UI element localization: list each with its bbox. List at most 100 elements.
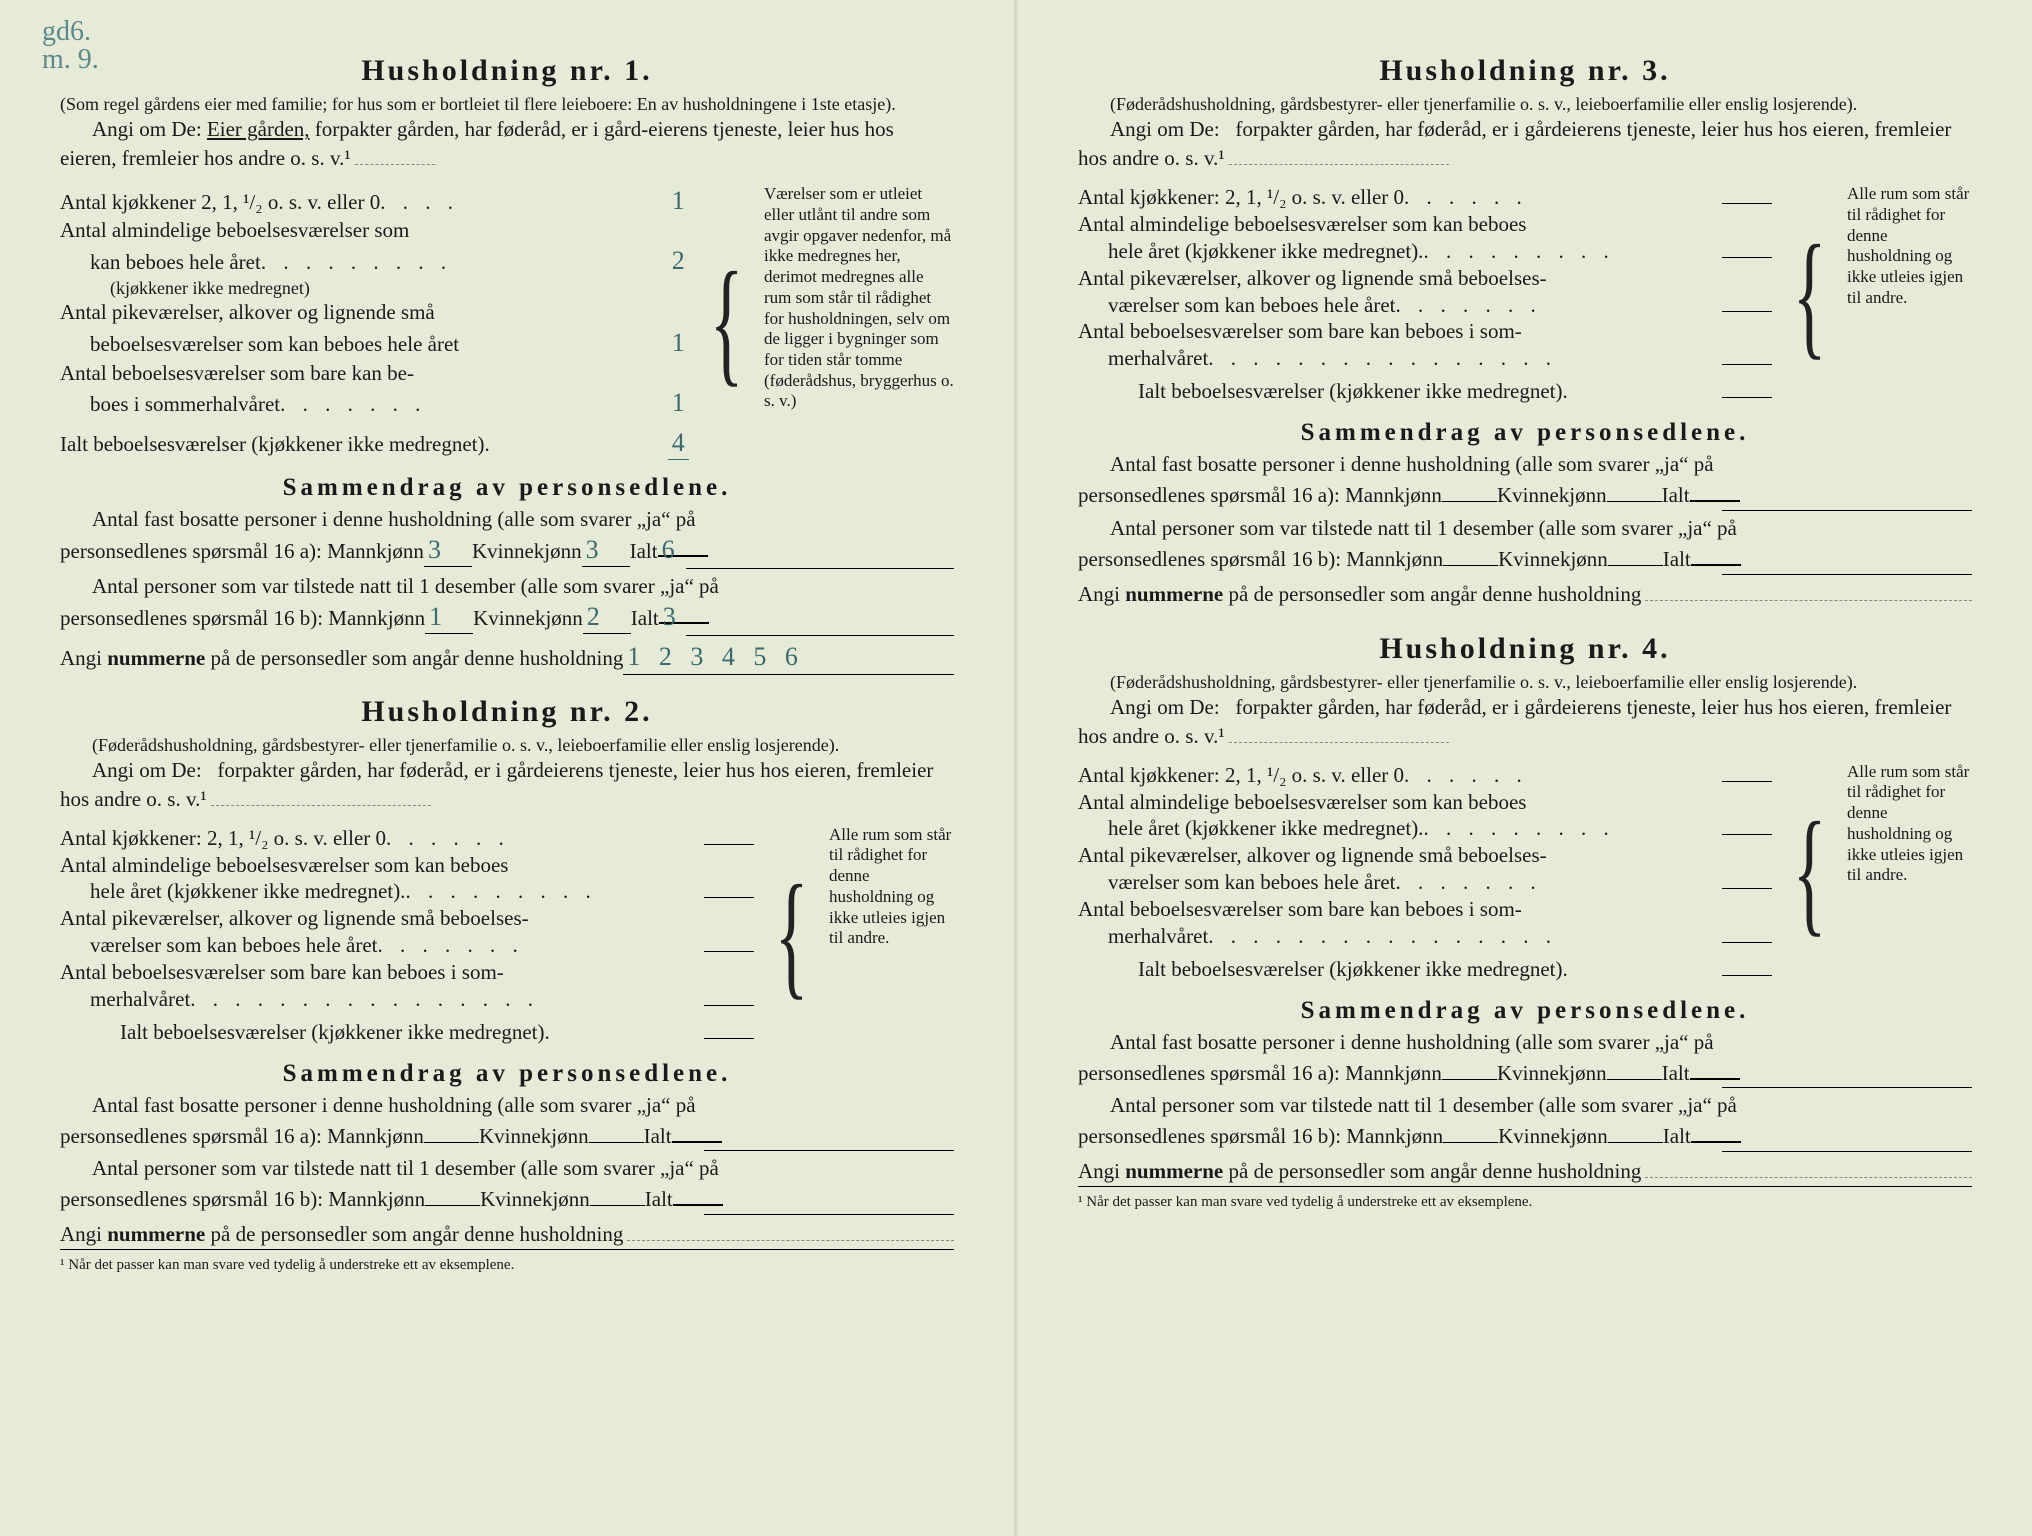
h4-fast1: Antal fast bosatte personer i denne hush… xyxy=(1078,1029,1972,1056)
h1-sidenote: Værelser som er utleiet eller utlånt til… xyxy=(764,184,954,460)
h4-alm2: hele året (kjøkkener ikke medregnet). xyxy=(1108,815,1423,842)
h3-angi: Angi om De: forpakter gården, har føderå… xyxy=(1078,116,1972,172)
h3-kv2: Kvinnekjønn xyxy=(1498,546,1608,573)
h1-fast-l1: Antal fast bosatte personer i denne hush… xyxy=(60,506,954,533)
h3-numrene: Angi nummerne på de personsedler som ang… xyxy=(1078,581,1641,608)
h2-ia: Ialt xyxy=(644,1123,672,1150)
brace-icon: { xyxy=(1793,816,1827,928)
h1-fa-k: 3 xyxy=(582,533,630,567)
h2-alm1: Antal almindelige beboelsesværelser som … xyxy=(60,853,508,877)
h3-angi-pre: Angi om De: xyxy=(1110,117,1220,141)
alm-paren: (kjøkkener ikke medregnet) xyxy=(60,278,689,300)
h3-alm1: Antal almindelige beboelsesværelser som … xyxy=(1078,212,1526,236)
h2-ia2: Ialt xyxy=(645,1186,673,1213)
h2-pike1: Antal pikeværelser, alkover og lignende … xyxy=(60,906,529,930)
h1-fb-k: 2 xyxy=(583,600,631,634)
footnote-left: ¹ Når det passer kan man svare ved tydel… xyxy=(60,1256,954,1275)
h2-kv: Kvinnekjønn xyxy=(479,1123,589,1150)
h2-kjokk: Antal kjøkkener: 2, 1, ¹/₂ o. s. v. elle… xyxy=(60,825,386,852)
h1-fb-m: 1 xyxy=(425,600,473,634)
hand-line-2: m. 9. xyxy=(42,46,99,74)
h3-room-block: Antal kjøkkener: 2, 1, ¹/₂ o. s. v. elle… xyxy=(1078,184,1972,405)
h2-som1: Antal beboelsesværelser som bare kan beb… xyxy=(60,960,504,984)
h4-room-block: Antal kjøkkener: 2, 1, ¹/₂ o. s. v. elle… xyxy=(1078,762,1972,983)
h1-fb-i: 3 xyxy=(659,600,680,633)
pike-l2: beboelsesværelser som kan beboes hele år… xyxy=(90,331,459,358)
h3-til1: Antal personer som var tilstede natt til… xyxy=(1078,515,1972,542)
hand-line-1: gd6. xyxy=(42,18,99,46)
h2-alm2: hele året (kjøkkener ikke medregnet). xyxy=(90,878,405,905)
h4-som1: Antal beboelsesværelser som bare kan beb… xyxy=(1078,897,1522,921)
kjokk-label: Antal kjøkkener 2, 1, ¹/₂ o. s. v. eller… xyxy=(60,189,380,216)
h2-kv2: Kvinnekjønn xyxy=(480,1186,590,1213)
h4-kv2: Kvinnekjønn xyxy=(1498,1123,1608,1150)
h3-fast1: Antal fast bosatte personer i denne hush… xyxy=(1078,451,1972,478)
brace-icon: { xyxy=(775,879,809,991)
right-page: Husholdning nr. 3. (Føderådshusholdning,… xyxy=(1016,0,2032,1536)
h1-numrene-v: 1 2 3 4 5 6 xyxy=(623,640,954,674)
h2-angi: Angi om De: forpakter gården, har føderå… xyxy=(60,757,954,813)
h4-fast-pre: personsedlenes spørsmål 16 a): Mannkjønn xyxy=(1078,1060,1442,1087)
som-l1: Antal beboelsesværelser som bare kan be- xyxy=(60,361,414,385)
h2-title: Husholdning nr. 2. xyxy=(60,693,954,731)
h4-sammendrag-title: Sammendrag av personsedlene. xyxy=(1078,995,1972,1027)
footnote-right: ¹ Når det passer kan man svare ved tydel… xyxy=(1078,1193,1972,1212)
h2-subnote: (Føderådshusholdning, gårdsbestyrer- ell… xyxy=(60,735,954,757)
h3-title: Husholdning nr. 3. xyxy=(1078,52,1972,90)
h2-som2: merhalvåret xyxy=(90,986,190,1013)
h2-til1: Antal personer som var tilstede natt til… xyxy=(60,1155,954,1182)
brace-icon: { xyxy=(710,266,744,378)
page-spread: gd6. m. 9. Husholdning nr. 1. (Som regel… xyxy=(0,0,2032,1536)
h4-ia: Ialt xyxy=(1662,1060,1690,1087)
pike-l1: Antal pikeværelser, alkover og lignende … xyxy=(60,300,435,324)
h1-til-l1: Antal personer som var tilstede natt til… xyxy=(60,573,954,600)
ialt-l2: Ialt xyxy=(631,605,659,632)
h2-ialt: Ialt beboelsesværelser (kjøkkener ikke m… xyxy=(120,1019,550,1046)
h4-ialt: Ialt beboelsesværelser (kjøkkener ikke m… xyxy=(1138,956,1568,983)
h1-ialt-val: 4 xyxy=(668,426,689,460)
brace-icon: { xyxy=(1793,239,1827,351)
handwritten-annotation: gd6. m. 9. xyxy=(42,18,99,74)
h4-kjokk: Antal kjøkkener: 2, 1, ¹/₂ o. s. v. elle… xyxy=(1078,762,1404,789)
h2-room-block: Antal kjøkkener: 2, 1, ¹/₂ o. s. v. elle… xyxy=(60,825,954,1046)
alm-l1: Antal almindelige beboelsesværelser som xyxy=(60,218,409,242)
h4-som2: merhalvåret xyxy=(1108,923,1208,950)
h3-ia2: Ialt xyxy=(1663,546,1691,573)
h4-subnote: (Føderådshusholdning, gårdsbestyrer- ell… xyxy=(1078,672,1972,694)
h4-pike1: Antal pikeværelser, alkover og lignende … xyxy=(1078,843,1547,867)
kv-l2: Kvinnekjønn xyxy=(473,605,583,632)
h1-alm-val: 2 xyxy=(668,244,689,277)
h3-ia: Ialt xyxy=(1662,482,1690,509)
h3-ialt: Ialt beboelsesværelser (kjøkkener ikke m… xyxy=(1138,378,1568,405)
h2-til-pre: personsedlenes spørsmål 16 b): Mannkjønn xyxy=(60,1186,425,1213)
h2-sidenote: Alle rum som står til rådighet for denne… xyxy=(829,825,954,1046)
h1-sammendrag-title: Sammendrag av personsedlene. xyxy=(60,472,954,504)
h4-angi: Angi om De: forpakter gården, har føderå… xyxy=(1078,694,1972,750)
ialt-label: Ialt beboelsesværelser (kjøkkener ikke m… xyxy=(60,431,490,458)
h1-fast-pre: personsedlenes spørsmål 16 a): Mannkjønn xyxy=(60,538,424,565)
h3-sidenote: Alle rum som står til rådighet for denne… xyxy=(1847,184,1972,405)
h2-pike2: værelser som kan beboes hele året xyxy=(90,932,377,959)
h4-pike2: værelser som kan beboes hele året xyxy=(1108,869,1395,896)
h1-til-pre: personsedlenes spørsmål 16 b): Mannkjønn xyxy=(60,605,425,632)
h3-kjokk: Antal kjøkkener: 2, 1, ¹/₂ o. s. v. elle… xyxy=(1078,184,1404,211)
h4-sidenote: Alle rum som står til rådighet for denne… xyxy=(1847,762,1972,983)
h1-numrene-l: Angi nummerne på de personsedler som ang… xyxy=(60,645,623,672)
som-l2: boes i sommerhalvåret xyxy=(90,391,280,418)
h2-sammendrag-title: Sammendrag av personsedlene. xyxy=(60,1058,954,1090)
h4-alm1: Antal almindelige beboelsesværelser som … xyxy=(1078,790,1526,814)
h1-angi: Angi om De: Eier gården, forpakter gårde… xyxy=(60,116,954,172)
h4-til-pre: personsedlenes spørsmål 16 b): Mannkjønn xyxy=(1078,1123,1443,1150)
h3-subnote: (Føderådshusholdning, gårdsbestyrer- ell… xyxy=(1078,94,1972,116)
h4-kv: Kvinnekjønn xyxy=(1497,1060,1607,1087)
h4-angi-pre: Angi om De: xyxy=(1110,695,1220,719)
h3-som2: merhalvåret xyxy=(1108,345,1208,372)
h4-numrene: Angi nummerne på de personsedler som ang… xyxy=(1078,1158,1641,1185)
h4-ia2: Ialt xyxy=(1663,1123,1691,1150)
h2-fast1: Antal fast bosatte personer i denne hush… xyxy=(60,1092,954,1119)
h4-title: Husholdning nr. 4. xyxy=(1078,630,1972,668)
h3-sammendrag-title: Sammendrag av personsedlene. xyxy=(1078,417,1972,449)
h1-fa-i: 6 xyxy=(658,533,679,566)
alm-l2: kan beboes hele året xyxy=(90,249,261,276)
left-page: gd6. m. 9. Husholdning nr. 1. (Som regel… xyxy=(0,0,1016,1536)
